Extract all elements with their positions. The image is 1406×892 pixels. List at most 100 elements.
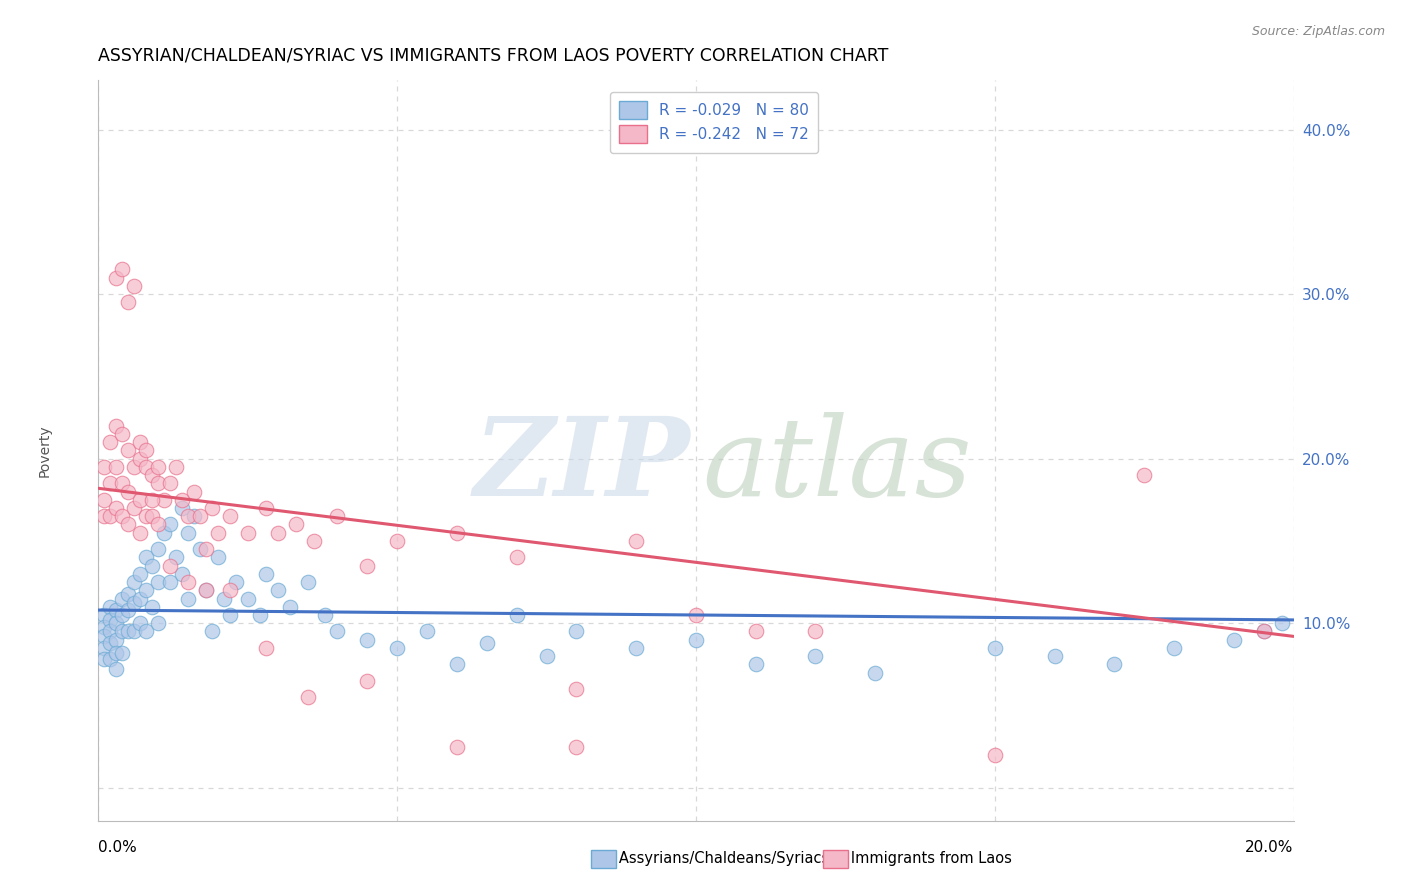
Point	[111, 476, 134, 491]
Point	[93, 652, 115, 666]
Point	[129, 492, 152, 507]
Point	[865, 665, 887, 680]
Point	[111, 262, 134, 277]
Point	[98, 476, 122, 491]
Point	[254, 566, 277, 581]
Point	[385, 533, 409, 548]
Point	[177, 509, 200, 524]
Point	[129, 451, 152, 466]
Point	[111, 427, 134, 442]
Point	[165, 550, 187, 565]
Point	[1223, 632, 1246, 647]
Point	[626, 533, 648, 548]
Point	[1133, 468, 1156, 483]
Point	[356, 673, 378, 688]
Point	[446, 525, 468, 540]
Point	[207, 525, 229, 540]
Point	[356, 558, 378, 573]
Point	[165, 459, 187, 474]
Point	[446, 657, 468, 672]
Point	[159, 476, 181, 491]
Text: atlas: atlas	[702, 411, 972, 519]
Point	[219, 509, 242, 524]
Point	[93, 640, 115, 655]
Point	[98, 599, 122, 614]
Point	[506, 550, 529, 565]
Point	[117, 295, 139, 310]
Point	[141, 509, 163, 524]
Point	[219, 607, 242, 622]
Point	[129, 435, 152, 450]
Point	[105, 459, 128, 474]
Point	[225, 575, 247, 590]
Point	[385, 640, 409, 655]
Point	[267, 525, 290, 540]
Point	[284, 517, 307, 532]
Text: 0.0%: 0.0%	[98, 840, 138, 855]
Point	[278, 599, 301, 614]
Point	[117, 586, 139, 600]
Point	[446, 739, 468, 754]
Point	[1271, 616, 1294, 631]
Point	[188, 542, 211, 557]
Point	[207, 550, 229, 565]
Point	[177, 525, 200, 540]
Text: 20.0%: 20.0%	[1246, 840, 1294, 855]
Point	[93, 629, 115, 643]
Point	[159, 517, 181, 532]
Legend: R = -0.029   N = 80, R = -0.242   N = 72: R = -0.029 N = 80, R = -0.242 N = 72	[610, 92, 818, 153]
Point	[135, 509, 157, 524]
Point	[124, 624, 146, 639]
Point	[129, 525, 152, 540]
Point	[254, 640, 277, 655]
Point	[183, 509, 205, 524]
Point	[93, 509, 115, 524]
Text: Immigrants from Laos: Immigrants from Laos	[837, 851, 1011, 865]
Point	[148, 459, 170, 474]
Point	[141, 492, 163, 507]
Point	[141, 468, 163, 483]
Point	[98, 613, 122, 627]
Point	[98, 652, 122, 666]
Point	[129, 566, 152, 581]
Point	[745, 624, 768, 639]
Point	[1043, 649, 1066, 664]
Point	[117, 443, 139, 458]
Point	[124, 459, 146, 474]
Text: ASSYRIAN/CHALDEAN/SYRIAC VS IMMIGRANTS FROM LAOS POVERTY CORRELATION CHART: ASSYRIAN/CHALDEAN/SYRIAC VS IMMIGRANTS F…	[98, 47, 889, 65]
Point	[1253, 624, 1275, 639]
Point	[685, 607, 707, 622]
Point	[745, 657, 768, 672]
Point	[148, 616, 170, 631]
Point	[804, 624, 827, 639]
Point	[153, 492, 176, 507]
Point	[93, 492, 115, 507]
Point	[105, 270, 128, 285]
Point	[148, 575, 170, 590]
Text: Assyrians/Chaldeans/Syriacs: Assyrians/Chaldeans/Syriacs	[605, 851, 828, 865]
Point	[111, 509, 134, 524]
Point	[297, 575, 319, 590]
Point	[148, 476, 170, 491]
Point	[195, 583, 218, 598]
Point	[105, 501, 128, 516]
Point	[124, 597, 146, 611]
Point	[212, 591, 235, 606]
Point	[626, 640, 648, 655]
Point	[117, 624, 139, 639]
Point	[135, 624, 157, 639]
Point	[195, 542, 218, 557]
Point	[172, 501, 194, 516]
Point	[124, 575, 146, 590]
Point	[267, 583, 290, 598]
Point	[177, 591, 200, 606]
Point	[93, 459, 115, 474]
Point	[565, 624, 588, 639]
Point	[356, 632, 378, 647]
Point	[135, 583, 157, 598]
Point	[984, 747, 1007, 762]
Point	[105, 603, 128, 617]
Point	[117, 603, 139, 617]
Point	[105, 418, 128, 433]
Point	[129, 616, 152, 631]
